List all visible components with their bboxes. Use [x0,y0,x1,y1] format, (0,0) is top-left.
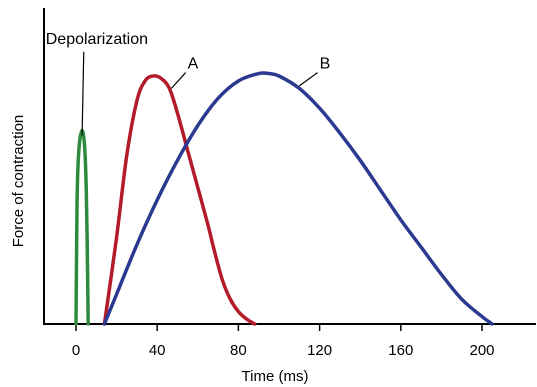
axes [43,8,536,325]
series-b-curve [102,71,494,326]
x-tick-label-80: 80 [230,342,247,359]
x-tick-label-40: 40 [149,342,166,359]
x-tick-label-0: 0 [72,342,80,359]
series-a-curve [102,74,257,326]
x-ticks: 0 40 80 120 160 200 [72,324,495,359]
annotation-a-label: A [188,56,199,73]
annotation-b-label: B [320,56,331,73]
annotation-a-leader [170,72,187,89]
annotation-depolarization-label: Depolarization [46,31,148,48]
x-tick-label-120: 120 [307,342,332,359]
annotations: Depolarization A B [46,31,331,136]
annotation-depolarization-leader [81,51,85,136]
series-depolarization-curve [74,128,90,326]
annotation-b-leader [298,72,318,87]
x-tick-label-200: 200 [469,342,494,359]
x-tick-label-160: 160 [388,342,413,359]
series-layer [74,71,494,326]
y-axis-title: Force of contraction [10,115,27,248]
x-axis-title: Time (ms) [242,368,309,385]
